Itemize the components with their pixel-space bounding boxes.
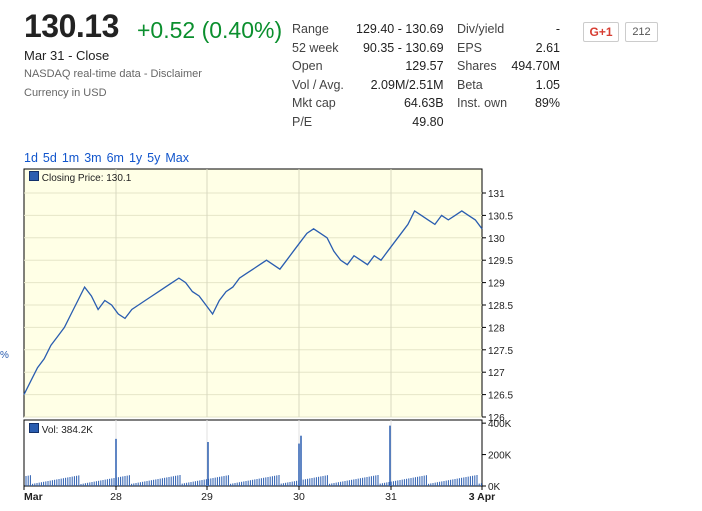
stats-table-right: Div/yield - EPS 2.61 Shares 494.70M Beta 1.05 In… <box>457 20 560 113</box>
stat-label: Beta <box>457 77 483 92</box>
stat-label: Mkt cap <box>292 96 336 111</box>
price-tick-label: 127.5 <box>488 346 513 357</box>
price-plot-area <box>23 168 483 418</box>
range-link-max[interactable]: Max <box>165 151 189 165</box>
range-link-1m[interactable]: 1m <box>61 151 80 165</box>
stat-row: Div/yield - <box>457 20 560 39</box>
google-plus-count: 212 <box>625 22 658 42</box>
stat-value: 129.40 - 130.69 <box>356 22 444 37</box>
stats-table-left: Range 129.40 - 130.69 52 week 90.35 - 130.6… <box>292 20 444 131</box>
stat-row: Inst. own 89% <box>457 94 560 113</box>
range-link-1y[interactable]: 1y <box>128 151 143 165</box>
realtime-note: NASDAQ real-time data - Disclaimer <box>24 68 202 80</box>
range-link-1d[interactable]: 1d <box>24 151 38 165</box>
volume-legend-swatch <box>29 423 39 433</box>
price-tick-label: 131 <box>488 189 505 200</box>
x-tick-label: 31 <box>385 491 397 503</box>
currency-note: Currency in USD <box>24 87 107 99</box>
range-link-5d[interactable]: 5d <box>42 151 57 165</box>
stat-label: EPS <box>457 40 483 55</box>
stat-label: Range <box>292 22 329 37</box>
stat-label: Vol / Avg. <box>292 77 344 92</box>
stat-label: Div/yield <box>457 22 505 37</box>
stat-row: Range 129.40 - 130.69 <box>292 20 444 39</box>
range-link-5y[interactable]: 5y <box>147 151 161 165</box>
stat-label: Inst. own <box>457 96 508 111</box>
stat-value: 494.70M <box>511 59 560 74</box>
volume-legend-label: Vol: 384.2K <box>41 425 93 436</box>
price-tick-label: 126.5 <box>488 391 513 402</box>
volume-legend: Vol: 384.2K <box>29 423 93 436</box>
google-plus-one-button[interactable]: G+1 <box>583 22 619 42</box>
x-tick-label: 28 <box>110 491 122 503</box>
price-tick-label: 127 <box>488 368 505 379</box>
stat-label: Open <box>292 59 323 74</box>
disclaimer-link[interactable]: Disclaimer <box>150 68 202 80</box>
range-link-6m[interactable]: 6m <box>106 151 124 165</box>
price-tick-label: 128.5 <box>488 301 513 312</box>
stat-row: Open 129.57 <box>292 57 444 76</box>
x-tick-label: 29 <box>201 491 213 503</box>
price-legend: Closing Price: 130.1 <box>29 171 131 184</box>
stat-row: EPS 2.61 <box>457 39 560 58</box>
price-tick-label: 130.5 <box>488 211 513 222</box>
price-tick-label: 130 <box>488 234 505 245</box>
stat-value: 64.63B <box>403 96 444 111</box>
price-tick-label: 126 <box>488 413 505 424</box>
stat-value: 90.35 - 130.69 <box>362 40 444 55</box>
stat-label: P/E <box>292 114 313 129</box>
volume-tick-label: 0K <box>488 482 501 493</box>
stat-value: 1.05 <box>535 77 560 92</box>
price-change: +0.52 (0.40%) <box>137 17 283 43</box>
stat-value: 49.80 <box>412 114 444 129</box>
price-legend-label: Closing Price: 130.1 <box>41 173 132 184</box>
price-tick-label: 128 <box>488 323 505 334</box>
volume-tick-label: 400K <box>488 419 512 430</box>
stat-row: P/E 49.80 <box>292 113 444 132</box>
stat-row: 52 week 90.35 - 130.69 <box>292 39 444 58</box>
stat-row: Shares 494.70M <box>457 57 560 76</box>
x-tick-label: 3 Apr <box>469 491 495 503</box>
stat-label: 52 week <box>292 40 339 55</box>
x-tick-label: Mar <box>24 491 43 503</box>
price-tick-label: 129 <box>488 279 505 290</box>
volume-tick-label: 200K <box>488 451 512 462</box>
stat-row: Mkt cap 64.63B <box>292 94 444 113</box>
stat-label: Shares <box>457 59 497 74</box>
volume-plot-area <box>23 419 483 487</box>
x-tick-label: 30 <box>293 491 305 503</box>
stat-row: Vol / Avg. 2.09M/2.51M <box>292 76 444 95</box>
stock-price: 130.13 <box>24 8 119 44</box>
stat-value: 89% <box>534 96 560 111</box>
price-legend-swatch <box>29 171 39 181</box>
realtime-label: NASDAQ real-time data <box>24 68 141 80</box>
close-date: Mar 31 - Close <box>24 48 110 63</box>
realtime-separator: - <box>140 68 151 80</box>
stat-value: - <box>555 22 560 37</box>
stat-row: Beta 1.05 <box>457 76 560 95</box>
price-series-line <box>23 209 483 395</box>
chart-range-selector: 1d 5d 1m 3m 6m 1y 5y Max <box>24 151 194 165</box>
range-link-3m[interactable]: 3m <box>84 151 102 165</box>
side-percent-mark: % <box>0 350 9 361</box>
stat-value: 129.57 <box>405 59 444 74</box>
stat-value: 2.09M/2.51M <box>370 77 444 92</box>
stat-value: 2.61 <box>535 40 560 55</box>
price-tick-label: 129.5 <box>488 256 513 267</box>
